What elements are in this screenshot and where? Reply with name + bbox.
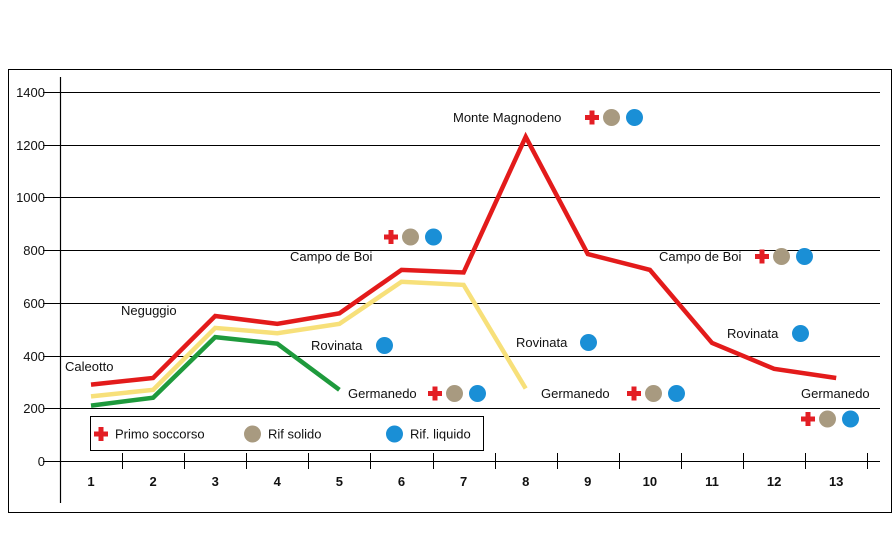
- series-line-yellow: [90, 279, 528, 399]
- y-tick-label: 200: [23, 401, 45, 416]
- tan-circle-icon: [446, 385, 463, 402]
- place-annotation: Germanedo: [801, 386, 870, 401]
- x-tick-label: 3: [212, 474, 219, 489]
- legend-label: Rif solido: [268, 427, 321, 442]
- x-tick-label: 7: [460, 474, 467, 489]
- red-cross-icon: [428, 386, 442, 401]
- y-tick-label: 1200: [16, 138, 45, 153]
- x-tick-label: 13: [829, 474, 843, 489]
- blue-circle-icon: [668, 385, 685, 402]
- y-tick-label: 0: [38, 454, 45, 469]
- y-tick-label: 600: [23, 296, 45, 311]
- place-annotation: Campo de Boi: [290, 249, 372, 264]
- red-cross-icon: [94, 427, 108, 441]
- place-label: Germanedo: [801, 386, 870, 401]
- x-tick-label: 9: [584, 474, 591, 489]
- red-cross-icon: [801, 412, 815, 426]
- blue-circle-icon: [842, 410, 859, 428]
- x-axis-ticks: 1 2 3 4 5 6 7 8 9 10 11 12 13: [87, 453, 868, 489]
- place-annotation: Germanedo: [541, 385, 685, 402]
- place-annotation: Rovinata: [311, 337, 393, 354]
- legend-label: Rif. liquido: [410, 427, 471, 442]
- blue-circle-icon: [792, 325, 809, 342]
- legend: Primo soccorso Rif solido Rif. liquido: [90, 416, 484, 451]
- y-tick-label: 800: [23, 243, 45, 258]
- place-label: Germanedo: [541, 386, 610, 401]
- amenity-icons: [801, 410, 859, 428]
- legend-item-solid: Rif solido: [244, 425, 321, 443]
- y-tick-label: 1000: [16, 190, 45, 205]
- tan-circle-icon: [402, 228, 419, 246]
- annotations: Caleotto Neguggio Campo de Boi Rovinata Germ…: [65, 109, 870, 428]
- place-label: Rovinata: [311, 338, 363, 353]
- place-annotation: Monte Magnodeno: [453, 109, 643, 126]
- x-tick-label: 4: [274, 474, 282, 489]
- chart-frame: [8, 69, 892, 513]
- place-annotation: Rovinata: [516, 334, 597, 351]
- series-line-green: [90, 334, 341, 408]
- amenity-icons: [384, 228, 442, 246]
- place-label: Germanedo: [348, 386, 417, 401]
- x-tick-label: 8: [522, 474, 529, 489]
- place-annotation: Caleotto: [65, 359, 113, 374]
- x-tick-label: 5: [336, 474, 343, 489]
- place-label: Neguggio: [121, 303, 177, 318]
- red-cross-icon: [627, 386, 641, 401]
- blue-circle-icon: [796, 248, 813, 265]
- blue-circle-icon: [626, 109, 643, 126]
- x-tick-label: 11: [705, 474, 719, 489]
- blue-circle-icon: [469, 385, 486, 402]
- place-label: Rovinata: [727, 326, 779, 341]
- y-axis-ticks: 0 200 400 600 800 1000 1200 1400: [16, 85, 45, 469]
- x-tick-label: 6: [398, 474, 405, 489]
- blue-circle-icon: [425, 228, 442, 246]
- x-tick-label: 1: [87, 474, 94, 489]
- y-tick-label: 1400: [16, 85, 45, 100]
- red-cross-icon: [755, 249, 769, 264]
- tan-circle-icon: [603, 109, 620, 126]
- place-annotation: Rovinata: [727, 325, 809, 342]
- tan-circle-icon: [819, 410, 836, 428]
- series-lines: [90, 131, 837, 408]
- legend-label: Primo soccorso: [115, 427, 205, 442]
- x-tick-label: 10: [643, 474, 657, 489]
- x-tick-label: 2: [149, 474, 156, 489]
- place-annotation: Germanedo: [348, 385, 486, 402]
- red-cross-icon: [384, 230, 398, 244]
- blue-circle-icon: [580, 334, 597, 351]
- place-label: Caleotto: [65, 359, 113, 374]
- place-label: Rovinata: [516, 335, 568, 350]
- gridlines: [43, 91, 880, 463]
- place-label: Campo de Boi: [290, 249, 372, 264]
- legend-item-aid: Primo soccorso: [94, 427, 205, 442]
- y-tick-label: 400: [23, 349, 45, 364]
- blue-circle-icon: [376, 337, 393, 354]
- tan-circle-icon: [773, 248, 790, 265]
- place-annotation: Campo de Boi: [659, 248, 813, 265]
- blue-circle-icon: [386, 425, 403, 443]
- red-cross-icon: [585, 110, 599, 125]
- legend-box: [90, 416, 484, 451]
- x-tick-label: 12: [767, 474, 781, 489]
- place-label: Monte Magnodeno: [453, 110, 561, 125]
- tan-circle-icon: [244, 425, 261, 443]
- place-annotation: Neguggio: [121, 303, 177, 318]
- legend-item-liquid: Rif. liquido: [386, 425, 471, 443]
- series-line-red: [90, 131, 837, 387]
- tan-circle-icon: [645, 385, 662, 402]
- place-label: Campo de Boi: [659, 249, 741, 264]
